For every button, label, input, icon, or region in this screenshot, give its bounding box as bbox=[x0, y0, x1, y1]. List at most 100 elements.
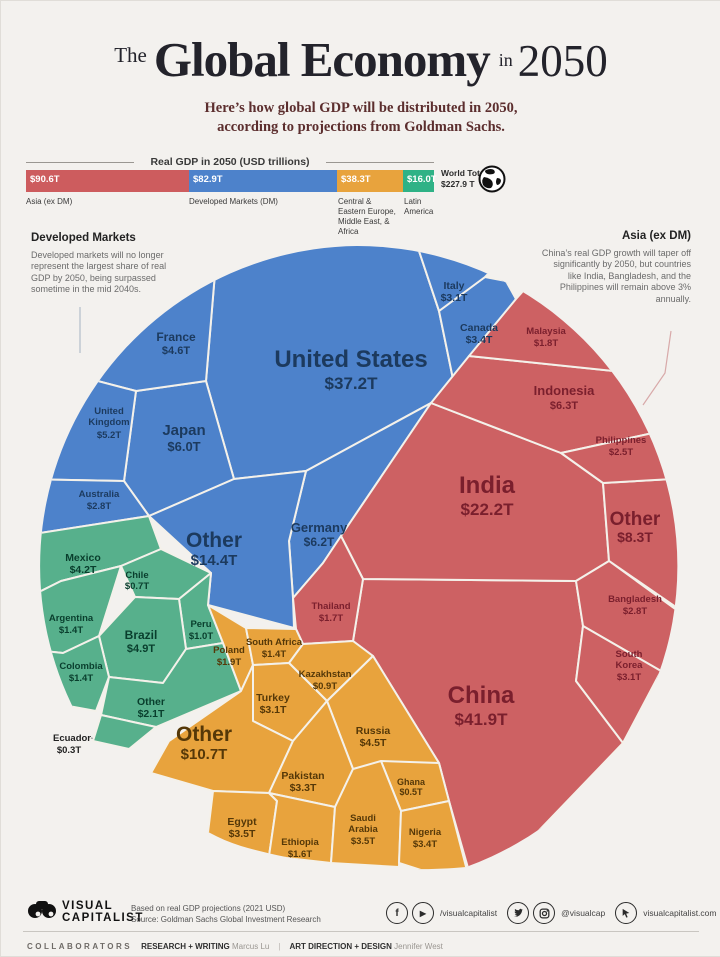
note-developed-markets: Developed Markets Developed markets will… bbox=[31, 232, 183, 296]
label-brazil: Brazil bbox=[125, 628, 158, 642]
bar-label-dm: Developed Markets (DM) bbox=[189, 197, 278, 206]
label-other-asia: Other bbox=[610, 509, 661, 530]
value-china: $41.9T bbox=[455, 710, 509, 729]
value-uk: $5.2T bbox=[97, 430, 121, 441]
youtube-icon[interactable]: ▶ bbox=[412, 902, 434, 924]
bar-segment-latam: $16.0T bbox=[403, 170, 437, 192]
leader-line-asia bbox=[642, 330, 672, 406]
subtitle: Here’s how global GDP will be distribute… bbox=[1, 99, 720, 137]
value-russia: $4.5T bbox=[360, 737, 387, 749]
social-handle-twitter[interactable]: @visualcap bbox=[561, 908, 606, 918]
value-brazil: $4.9T bbox=[127, 643, 155, 655]
label-germany: Germany bbox=[291, 520, 348, 535]
value-saudi: $3.5T bbox=[351, 836, 375, 847]
bar-segment-ceemea: $38.3T bbox=[337, 170, 403, 192]
label-philippines: Philippines bbox=[596, 435, 647, 446]
collab-separator: | bbox=[278, 942, 281, 951]
page-title: The Global Economy in 2050 bbox=[1, 31, 720, 88]
label-other-ceemea: Other bbox=[176, 723, 232, 746]
value-egypt: $3.5T bbox=[229, 828, 256, 840]
subtitle-line1: Here’s how global GDP will be distribute… bbox=[204, 100, 518, 116]
label-canada: Canada bbox=[460, 322, 498, 334]
value-argentina: $1.4T bbox=[59, 625, 83, 636]
label-bangladesh: Bangladesh bbox=[608, 594, 662, 605]
twitter-icon[interactable] bbox=[507, 902, 530, 924]
value-malaysia: $1.8T bbox=[534, 338, 558, 349]
collab-role2: ART DIRECTION + DESIGN bbox=[289, 942, 392, 951]
source-attribution: Based on real GDP projections (2021 USD)… bbox=[131, 903, 321, 925]
value-poland: $1.9T bbox=[217, 657, 241, 668]
label-russia: Russia bbox=[356, 725, 391, 737]
bar-segment-asia: $90.6T bbox=[26, 170, 189, 192]
value-ethiopia: $1.6T bbox=[288, 849, 312, 860]
label-saudi-line2: Arabia bbox=[348, 824, 378, 835]
bar-label-latam: Latin America bbox=[404, 197, 434, 216]
binoculars-icon bbox=[28, 901, 56, 918]
label-chile: Chile bbox=[125, 570, 148, 581]
value-germany: $6.2T bbox=[304, 535, 335, 549]
visual-capitalist-logo[interactable]: VISUAL CAPITALIST bbox=[27, 898, 144, 926]
label-nigeria: Nigeria bbox=[409, 827, 442, 838]
instagram-icon[interactable] bbox=[533, 902, 556, 924]
label-ethiopia: Ethiopia bbox=[281, 837, 319, 848]
cell-france bbox=[40, 248, 218, 392]
value-ghana: $0.5T bbox=[399, 787, 423, 797]
value-philippines: $2.5T bbox=[609, 447, 633, 458]
label-saudi-line1: Saudi bbox=[350, 813, 376, 824]
label-kazakhstan: Kazakhstan bbox=[299, 669, 352, 680]
logo-line1: VISUAL bbox=[62, 899, 114, 912]
note-right-body: China’s real GDP growth will taper off s… bbox=[541, 247, 691, 304]
bar-segment-dm: $82.9T bbox=[189, 170, 337, 192]
value-mexico: $4.2T bbox=[70, 564, 97, 576]
social-handle-main[interactable]: /visualcapitalist bbox=[440, 908, 498, 918]
note-right-heading: Asia (ex DM) bbox=[621, 230, 691, 242]
label-uk-line2: Kingdom bbox=[88, 417, 129, 428]
world-total: World Total $227.9 T bbox=[441, 168, 487, 190]
value-nigeria: $3.4T bbox=[413, 839, 437, 850]
collab-name2: Jennifer West bbox=[394, 942, 443, 951]
attribution-line1: Based on real GDP projections (2021 USD) bbox=[131, 904, 286, 913]
facebook-icon[interactable]: f bbox=[386, 902, 408, 924]
logo-line2: CAPITALIST bbox=[62, 912, 144, 924]
value-turkey: $3.1T bbox=[260, 704, 287, 716]
label-india: India bbox=[459, 472, 516, 499]
social-links: f ▶ /visualcapitalist @visualcap visualc… bbox=[386, 902, 720, 924]
title-year: 2050 bbox=[517, 36, 608, 86]
cell-australia bbox=[40, 478, 150, 537]
subtitle-line2: according to projections from Goldman Sa… bbox=[217, 119, 505, 135]
label-peru: Peru bbox=[190, 619, 211, 630]
footer-divider bbox=[23, 931, 699, 932]
label-china: China bbox=[448, 682, 515, 709]
label-italy: Italy bbox=[443, 280, 464, 292]
value-other-latam: $2.1T bbox=[138, 708, 165, 720]
value-ecuador: $0.3T bbox=[57, 745, 81, 756]
collab-name1: Marcus Lu bbox=[232, 942, 270, 951]
collaborators-heading: COLLABORATORS bbox=[27, 942, 133, 951]
label-france: France bbox=[156, 330, 196, 344]
value-japan: $6.0T bbox=[167, 439, 200, 454]
bar-value-asia: $90.6T bbox=[30, 174, 60, 185]
collab-role1: RESEARCH + WRITING bbox=[141, 942, 230, 951]
label-south-korea-line1: South bbox=[616, 649, 643, 660]
value-canada: $3.4T bbox=[466, 334, 493, 346]
world-total-label: World Total bbox=[441, 168, 487, 178]
label-turkey: Turkey bbox=[256, 692, 290, 704]
label-egypt: Egypt bbox=[227, 816, 257, 828]
bar-value-ceemea: $38.3T bbox=[341, 174, 371, 185]
social-handle-website[interactable]: visualcapitalist.com bbox=[643, 908, 717, 918]
cursor-icon[interactable] bbox=[615, 902, 638, 924]
value-india: $22.2T bbox=[461, 500, 515, 519]
label-malaysia: Malaysia bbox=[526, 326, 566, 337]
value-pakistan: $3.3T bbox=[290, 782, 317, 794]
value-bangladesh: $2.8T bbox=[623, 606, 647, 617]
world-total-value: $227.9 T bbox=[441, 179, 475, 189]
value-other-ceemea: $10.7T bbox=[181, 746, 228, 763]
bar-value-latam: $16.0T bbox=[407, 174, 437, 185]
title-the: The bbox=[114, 43, 147, 67]
label-thailand: Thailand bbox=[311, 601, 350, 612]
value-chile: $0.7T bbox=[125, 581, 149, 592]
label-united-states: United States bbox=[274, 346, 427, 373]
legend-rule-left bbox=[26, 162, 134, 163]
label-south-africa: South Africa bbox=[246, 637, 303, 648]
